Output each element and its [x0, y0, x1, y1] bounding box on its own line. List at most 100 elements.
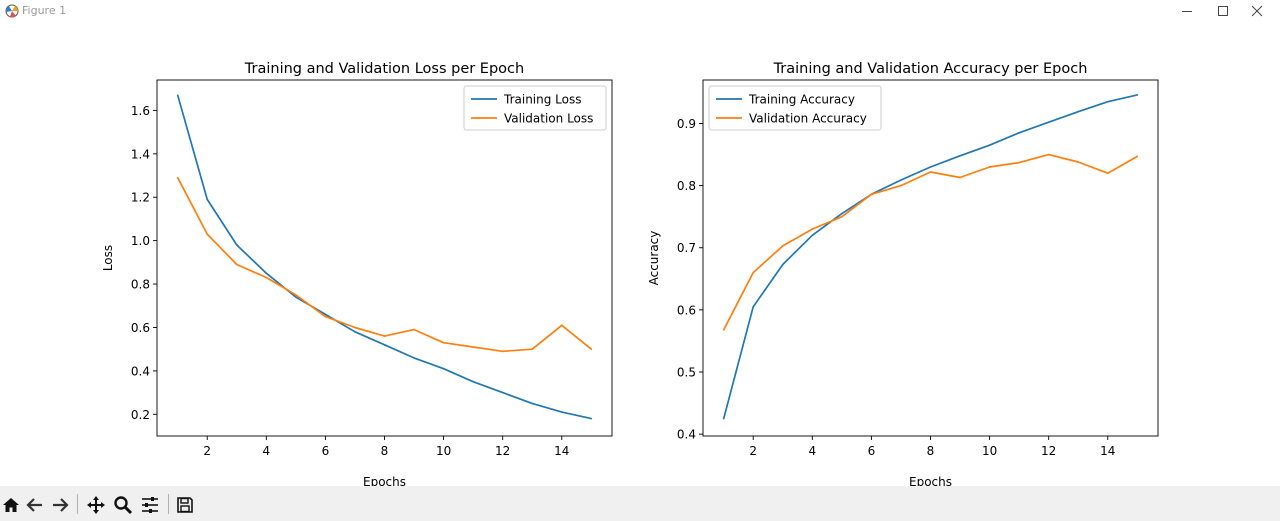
data-point — [1106, 172, 1109, 174]
x-tick-label: 12 — [495, 444, 510, 458]
axes-frame — [702, 79, 1159, 437]
data-point — [959, 154, 961, 157]
save-button[interactable] — [174, 494, 196, 516]
data-point — [1018, 132, 1020, 134]
x-tick-label: 6 — [322, 444, 330, 458]
x-tick-label: 14 — [554, 444, 569, 458]
data-point — [900, 184, 902, 187]
maximize-icon — [1218, 6, 1228, 16]
chart-title: Training and Validation Accuracy per Epo… — [773, 61, 1088, 77]
home-icon — [3, 498, 19, 512]
data-point — [295, 296, 297, 298]
close-button[interactable] — [1234, 0, 1280, 22]
y-tick-label: 0.6 — [131, 321, 150, 335]
y-tick-label: 0.8 — [677, 179, 696, 193]
back-button[interactable] — [24, 494, 46, 516]
data-point — [929, 171, 932, 173]
chart-title: Training and Validation Loss per Epoch — [244, 61, 524, 77]
y-axis-label: Loss — [101, 245, 115, 271]
legend: Training Accuracy Validation Accuracy — [708, 85, 882, 131]
data-point — [959, 176, 961, 179]
save-icon — [177, 497, 193, 513]
y-tick-label: 0.6 — [677, 303, 696, 317]
y-tick-label: 0.8 — [131, 278, 150, 292]
data-point — [722, 417, 725, 420]
data-point — [1136, 94, 1139, 96]
data-point — [781, 263, 784, 266]
forward-arrow-icon — [53, 498, 69, 512]
y-tick-label: 1.4 — [131, 147, 150, 161]
data-point — [354, 326, 356, 329]
data-point — [1047, 121, 1050, 124]
toolbar-separator — [77, 494, 78, 514]
series-line-validation — [722, 153, 1138, 331]
window-titlebar: Figure 1 — [0, 0, 1280, 22]
data-point — [442, 367, 445, 370]
data-point — [1018, 161, 1020, 164]
data-point — [501, 391, 504, 394]
data-point — [176, 176, 179, 179]
data-point — [324, 313, 327, 316]
data-point — [752, 305, 755, 308]
legend-label: Validation Loss — [504, 112, 593, 126]
y-tick-label: 1.2 — [131, 191, 150, 205]
data-point — [841, 215, 843, 218]
x-axis-label: Epochs — [363, 475, 406, 486]
data-point — [988, 144, 991, 147]
data-point — [413, 328, 415, 331]
legend-label: Training Loss — [503, 93, 581, 107]
minimize-button[interactable] — [1164, 0, 1210, 22]
subplot-accuracy: Training and Validation Accuracy per Epo… — [647, 61, 1159, 486]
data-point — [442, 341, 445, 344]
home-button[interactable] — [0, 494, 22, 516]
data-point — [206, 233, 209, 235]
data-point — [324, 315, 327, 318]
data-point — [900, 179, 902, 181]
y-tick-label: 0.5 — [677, 366, 696, 380]
data-point — [752, 271, 755, 274]
configure-subplots-button[interactable] — [139, 494, 161, 516]
forward-button[interactable] — [49, 494, 71, 516]
data-point — [176, 94, 179, 96]
window-title: Figure 1 — [22, 4, 67, 17]
data-point — [781, 245, 784, 247]
data-point — [841, 212, 843, 215]
data-point — [354, 331, 356, 333]
series-line-validation — [176, 177, 592, 353]
y-tick-label: 1.6 — [131, 104, 150, 118]
y-tick-label: 1.0 — [131, 234, 150, 248]
y-tick-label: 0.2 — [131, 408, 150, 422]
data-point — [590, 348, 593, 350]
zoom-button[interactable] — [112, 494, 134, 516]
back-arrow-icon — [26, 498, 42, 512]
x-tick-label: 8 — [927, 444, 935, 458]
data-point — [265, 272, 268, 274]
y-tick-label: 0.7 — [677, 241, 696, 255]
data-point — [501, 350, 504, 353]
data-point — [1136, 155, 1139, 158]
data-point — [472, 346, 474, 348]
y-tick-label: 0.9 — [677, 117, 696, 131]
configure-subplots-icon — [142, 497, 158, 513]
data-point — [235, 244, 238, 246]
figure-canvas[interactable]: Training and Validation Loss per Epoch Ep… — [0, 22, 1280, 486]
data-point — [531, 402, 534, 405]
x-tick-label: 12 — [1041, 444, 1056, 458]
data-point — [560, 411, 563, 413]
pan-button[interactable] — [85, 494, 107, 516]
matplotlib-figure-icon — [5, 4, 19, 18]
navigation-toolbar — [0, 486, 1280, 521]
data-point — [235, 263, 238, 266]
y-axis-label: Accuracy — [647, 231, 661, 286]
legend-box — [708, 85, 882, 131]
data-point — [988, 166, 991, 168]
pan-icon — [87, 496, 105, 514]
maximize-button[interactable] — [1200, 0, 1246, 22]
legend-box — [463, 85, 607, 131]
data-point — [1077, 161, 1080, 163]
x-tick-label: 2 — [749, 444, 757, 458]
data-point — [722, 328, 725, 331]
data-point — [413, 357, 415, 359]
x-tick-label: 6 — [868, 444, 876, 458]
x-tick-label: 2 — [203, 444, 211, 458]
